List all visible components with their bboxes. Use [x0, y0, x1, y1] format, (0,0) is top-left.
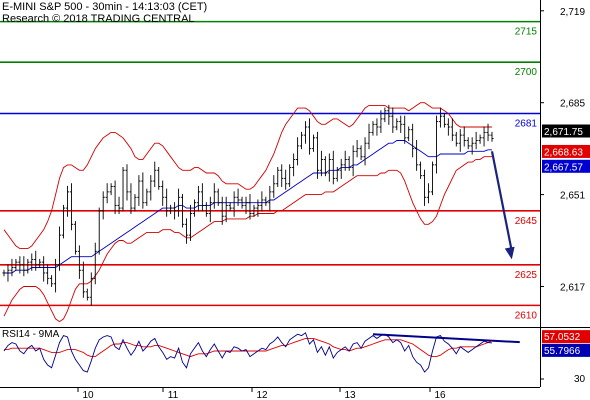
price-tag-box: [542, 144, 590, 158]
rsi-trendline: [372, 333, 520, 344]
price-tick-label: 2,685: [560, 99, 585, 110]
projection-arrow-head: [504, 246, 515, 260]
rsi-tag-box: [542, 343, 590, 357]
rsi-ma-line: [4, 337, 493, 358]
rsi-title: RSI14 - 9MA: [2, 329, 60, 340]
price-axis: 2,719 2,685 2,651 2,617: [540, 7, 585, 293]
level-label-2610: 2610: [515, 310, 538, 321]
rsi-tag-label: 57.0532: [544, 332, 581, 343]
bollinger-lower-line: [3, 156, 492, 323]
chart-source: Research © 2018 TRADING CENTRAL: [2, 13, 195, 25]
projection-arrow-shaft: [490, 151, 513, 252]
level-label-2625: 2625: [515, 270, 538, 281]
time-axis: 10 11 12 13 16: [0, 387, 540, 400]
price-tags: 2,671.75 2,668.63 2,667.57: [542, 124, 590, 173]
time-tick-label: 12: [256, 390, 268, 400]
price-tick-label: 2,617: [560, 282, 585, 293]
rsi-line: [3, 332, 493, 373]
level-label-2700: 2700: [515, 67, 538, 78]
rsi-lines: [3, 332, 520, 373]
rsi-panel: 30 57.0532 55.7966 RSI14 - 9MA: [2, 329, 590, 385]
price-bars: [2, 104, 494, 306]
bollinger-bands: [3, 102, 492, 323]
price-panel: 2715 2700 2681 2645 2625 2610 2,719 2,685 2,651…: [0, 0, 590, 387]
level-label-2681: 2681: [515, 119, 538, 130]
price-tick-label: 2,719: [560, 7, 585, 18]
rsi-tags: 57.0532 55.7966: [542, 330, 590, 357]
level-label-2715: 2715: [515, 27, 538, 38]
time-tick-label: 10: [82, 390, 94, 400]
level-lines: 2715 2700 2681 2645 2625 2610: [0, 20, 540, 321]
chart-title: E-MINI S&P 500 - 30min - 14:13:03 (CET): [2, 1, 208, 13]
moving-average: [4, 140, 492, 274]
time-tick-label: 13: [344, 390, 356, 400]
bollinger-upper-line: [3, 102, 492, 250]
time-tick-label: 11: [168, 390, 179, 400]
price-tag-label: 2,667.57: [544, 162, 583, 173]
rsi-tag-box: [542, 330, 590, 344]
level-label-2645: 2645: [515, 216, 538, 227]
price-tag-label: 2,671.75: [544, 127, 583, 138]
rsi-axis: 30: [540, 374, 586, 385]
rsi-tick-label: 30: [574, 374, 586, 385]
moving-average-line: [4, 140, 492, 274]
price-tick-label: 2,651: [560, 191, 585, 202]
price-tag-box: [542, 159, 590, 173]
price-tag-box: [542, 124, 590, 138]
price-tag-label: 2,668.63: [544, 147, 583, 158]
time-tick-label: 16: [434, 390, 446, 400]
rsi-tag-label: 55.7966: [544, 346, 581, 357]
projection-arrow: [490, 151, 515, 260]
